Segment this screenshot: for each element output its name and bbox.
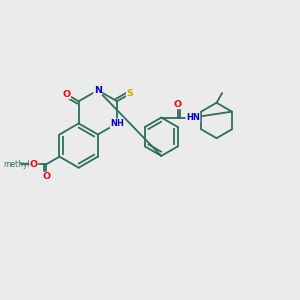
Text: O: O xyxy=(42,172,50,181)
Text: methyl: methyl xyxy=(4,160,30,169)
Text: HN: HN xyxy=(186,113,200,122)
Text: O: O xyxy=(30,160,38,169)
Text: N: N xyxy=(94,86,102,95)
Text: NH: NH xyxy=(110,119,124,128)
Text: O: O xyxy=(173,100,181,109)
Text: O: O xyxy=(62,90,70,99)
Text: S: S xyxy=(126,89,133,98)
